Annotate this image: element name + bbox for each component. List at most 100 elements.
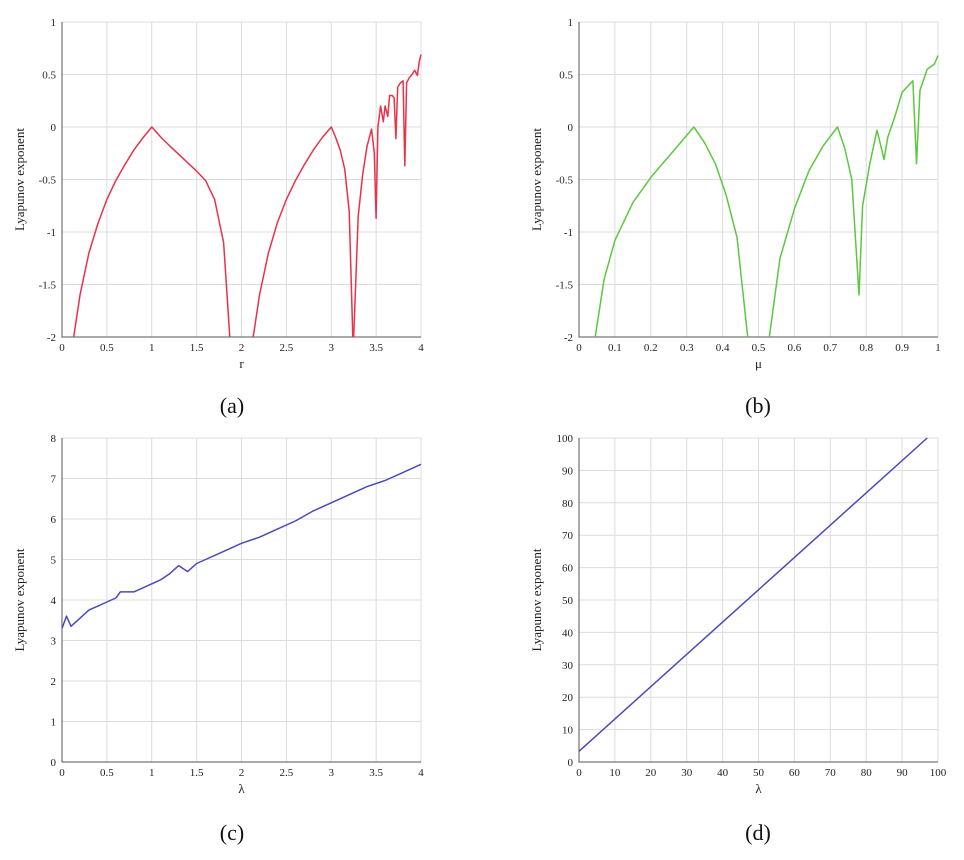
panel-a-x-tick-label: 2 — [239, 342, 245, 354]
panel-d-ylabel: Lyapunov exponent — [529, 548, 544, 651]
panel-c-axes — [61, 438, 421, 763]
panel-c-ylabel: Lyapunov exponent — [12, 548, 27, 651]
panel-d-x-tick-label: 60 — [789, 767, 801, 779]
panel-a-x-tick-label: 2.5 — [280, 342, 294, 354]
panel-d-y-tick-label: 20 — [562, 692, 574, 704]
panel-c-x-tick-label: 0.5 — [100, 767, 114, 779]
panel-d-y-tick-label: 30 — [562, 660, 574, 672]
panel-b-x-tick-label: 0 — [576, 342, 582, 354]
panel-a-y-tick-label: -0.5 — [39, 175, 57, 187]
panel-b-series-line — [594, 126, 749, 338]
panel-b-x-tick-label: 0.2 — [644, 342, 658, 354]
panel-a-x-tick-label: 3.5 — [369, 342, 383, 354]
panel-a-caption: (a) — [220, 393, 244, 418]
panel-c-x-tick-label: 1 — [149, 767, 155, 779]
panel-a-y-tick-label: 0 — [51, 122, 57, 134]
panel-a-x-tick-label: 3 — [329, 342, 335, 354]
panel-c-x-tick-label: 2.5 — [280, 767, 294, 779]
panel-c-y-tick-label: 2 — [51, 676, 57, 688]
panel-d-xlabel: λ — [755, 781, 762, 796]
panel-a-xlabel: r — [239, 356, 244, 371]
panel-c-x-tick-label: 3 — [329, 767, 335, 779]
panel-b-x-tick-label: 0.3 — [680, 342, 694, 354]
panel-c-y-tick-label: 6 — [51, 514, 57, 526]
panel-d-x-tick-label: 50 — [753, 767, 765, 779]
panel-a-x-tick-label: 0 — [59, 342, 65, 354]
panel-c-y-tick-label: 7 — [51, 474, 57, 486]
panel-a-axes — [61, 22, 421, 338]
panel-b-x-tick-label: 0.5 — [752, 342, 766, 354]
panel-a-ylabel: Lyapunov exponent — [12, 128, 27, 231]
panel-d-axes — [578, 438, 938, 763]
panel-d-x-tick-label: 70 — [825, 767, 837, 779]
panel-b-series-line — [768, 55, 939, 338]
panel-d-x-tick-label: 30 — [681, 767, 693, 779]
panel-b-x-tick-label: 0.7 — [823, 342, 837, 354]
panel-c-x-tick-label: 3.5 — [369, 767, 383, 779]
panel-b-x-tick-label: 1 — [935, 342, 941, 354]
panel-b-x-tick-label: 0.4 — [716, 342, 730, 354]
panel-a-y-tick-label: -1.5 — [39, 280, 57, 292]
panel-b-y-tick-label: 0 — [568, 122, 574, 134]
panel-d-y-tick-label: 80 — [562, 498, 574, 510]
panel-c-x-tick-label: 2 — [239, 767, 245, 779]
panel-b-y-tick-label: -1 — [564, 227, 573, 239]
panel-d: (d) 0 10 20 30 40 50 60 70 80 90 100 0 10 20 30 40 50 60 7… — [529, 433, 947, 845]
panel-c-caption: (c) — [220, 820, 244, 845]
panel-b-xlabel: μ — [755, 356, 762, 371]
panel-b-x-tick-label: 0.8 — [859, 342, 873, 354]
panel-c-x-tick-label: 1.5 — [190, 767, 204, 779]
panel-d-x-tick-label: 40 — [717, 767, 729, 779]
panel-b-x-tick-label: 0.1 — [608, 342, 622, 354]
panel-c-x-tick-label: 0 — [59, 767, 65, 779]
panel-c-y-tick-label: 5 — [51, 555, 57, 567]
panel-a-y-tick-label: -2 — [47, 332, 56, 344]
panel-d-x-tick-label: 100 — [930, 767, 947, 779]
panel-d-y-tick-label: 10 — [562, 725, 574, 737]
panel-b-x-tick-label: 0.9 — [895, 342, 909, 354]
panel-c-x-tick-label: 4 — [418, 767, 424, 779]
panel-b-y-tick-label: -0.5 — [556, 175, 574, 187]
panel-c-y-tick-label: 3 — [51, 636, 57, 648]
panel-a-x-tick-label: 0.5 — [100, 342, 114, 354]
panel-c: (c) 0 0.5 1 1.5 2 2.5 3 3.5 4 0 1 2 3 4 5 6 7 8 λ Lyapunov … — [12, 433, 424, 845]
panel-d-y-tick-label: 70 — [562, 530, 574, 542]
panel-d-y-tick-label: 60 — [562, 563, 574, 575]
panel-a-series-line — [72, 126, 231, 338]
panel-a-y-tick-label: 0.5 — [42, 70, 56, 82]
panel-a-series-line — [352, 54, 422, 338]
panel-a-y-tick-label: -1 — [47, 227, 56, 239]
panel-b-y-tick-label: -2 — [564, 332, 573, 344]
panel-b-x-tick-label: 0.6 — [788, 342, 802, 354]
panel-b-y-tick-label: 1 — [568, 17, 574, 29]
panel-d-caption: (d) — [745, 820, 771, 845]
panel-a-y-tick-label: 1 — [51, 17, 57, 29]
panel-b-ylabel: Lyapunov exponent — [529, 128, 544, 231]
panel-d-y-tick-label: 0 — [568, 757, 574, 769]
panel-b: (b) 0 0.1 0.2 0.3 0.4 0.5 0.6 0.7 0.8 0.9 1 -2 -1.5 -… — [529, 17, 941, 418]
panel-d-y-tick-label: 40 — [562, 627, 574, 639]
panel-c-series-line — [61, 463, 422, 629]
panel-d-series-line — [578, 437, 928, 752]
panel-a-series-line — [252, 126, 354, 338]
panel-d-x-tick-label: 20 — [645, 767, 657, 779]
panel-c-y-tick-label: 8 — [51, 433, 57, 445]
panel-d-x-tick-label: 90 — [897, 767, 909, 779]
panel-d-x-tick-label: 10 — [609, 767, 621, 779]
panel-c-y-tick-label: 1 — [51, 717, 57, 729]
panel-d-y-tick-label: 100 — [557, 433, 574, 445]
panel-c-y-tick-label: 0 — [51, 757, 57, 769]
panel-d-x-tick-label: 0 — [576, 767, 582, 779]
panel-c-xlabel: λ — [238, 781, 245, 796]
panel-d-y-tick-label: 50 — [562, 595, 574, 607]
panel-a: (a) 0 0.5 1 1.5 2 2.5 3 3.5 4 -2 -1.5 -1 -0.5 0 0.5 1 r L… — [12, 17, 424, 418]
panel-d-x-tick-label: 80 — [861, 767, 873, 779]
panel-b-axes — [578, 22, 938, 338]
panel-a-x-tick-label: 1 — [149, 342, 155, 354]
panel-a-x-tick-label: 4 — [418, 342, 424, 354]
panel-b-y-tick-label: 0.5 — [559, 70, 573, 82]
panel-b-caption: (b) — [745, 393, 771, 418]
panel-b-y-tick-label: -1.5 — [556, 280, 574, 292]
panel-c-y-tick-label: 4 — [51, 595, 57, 607]
